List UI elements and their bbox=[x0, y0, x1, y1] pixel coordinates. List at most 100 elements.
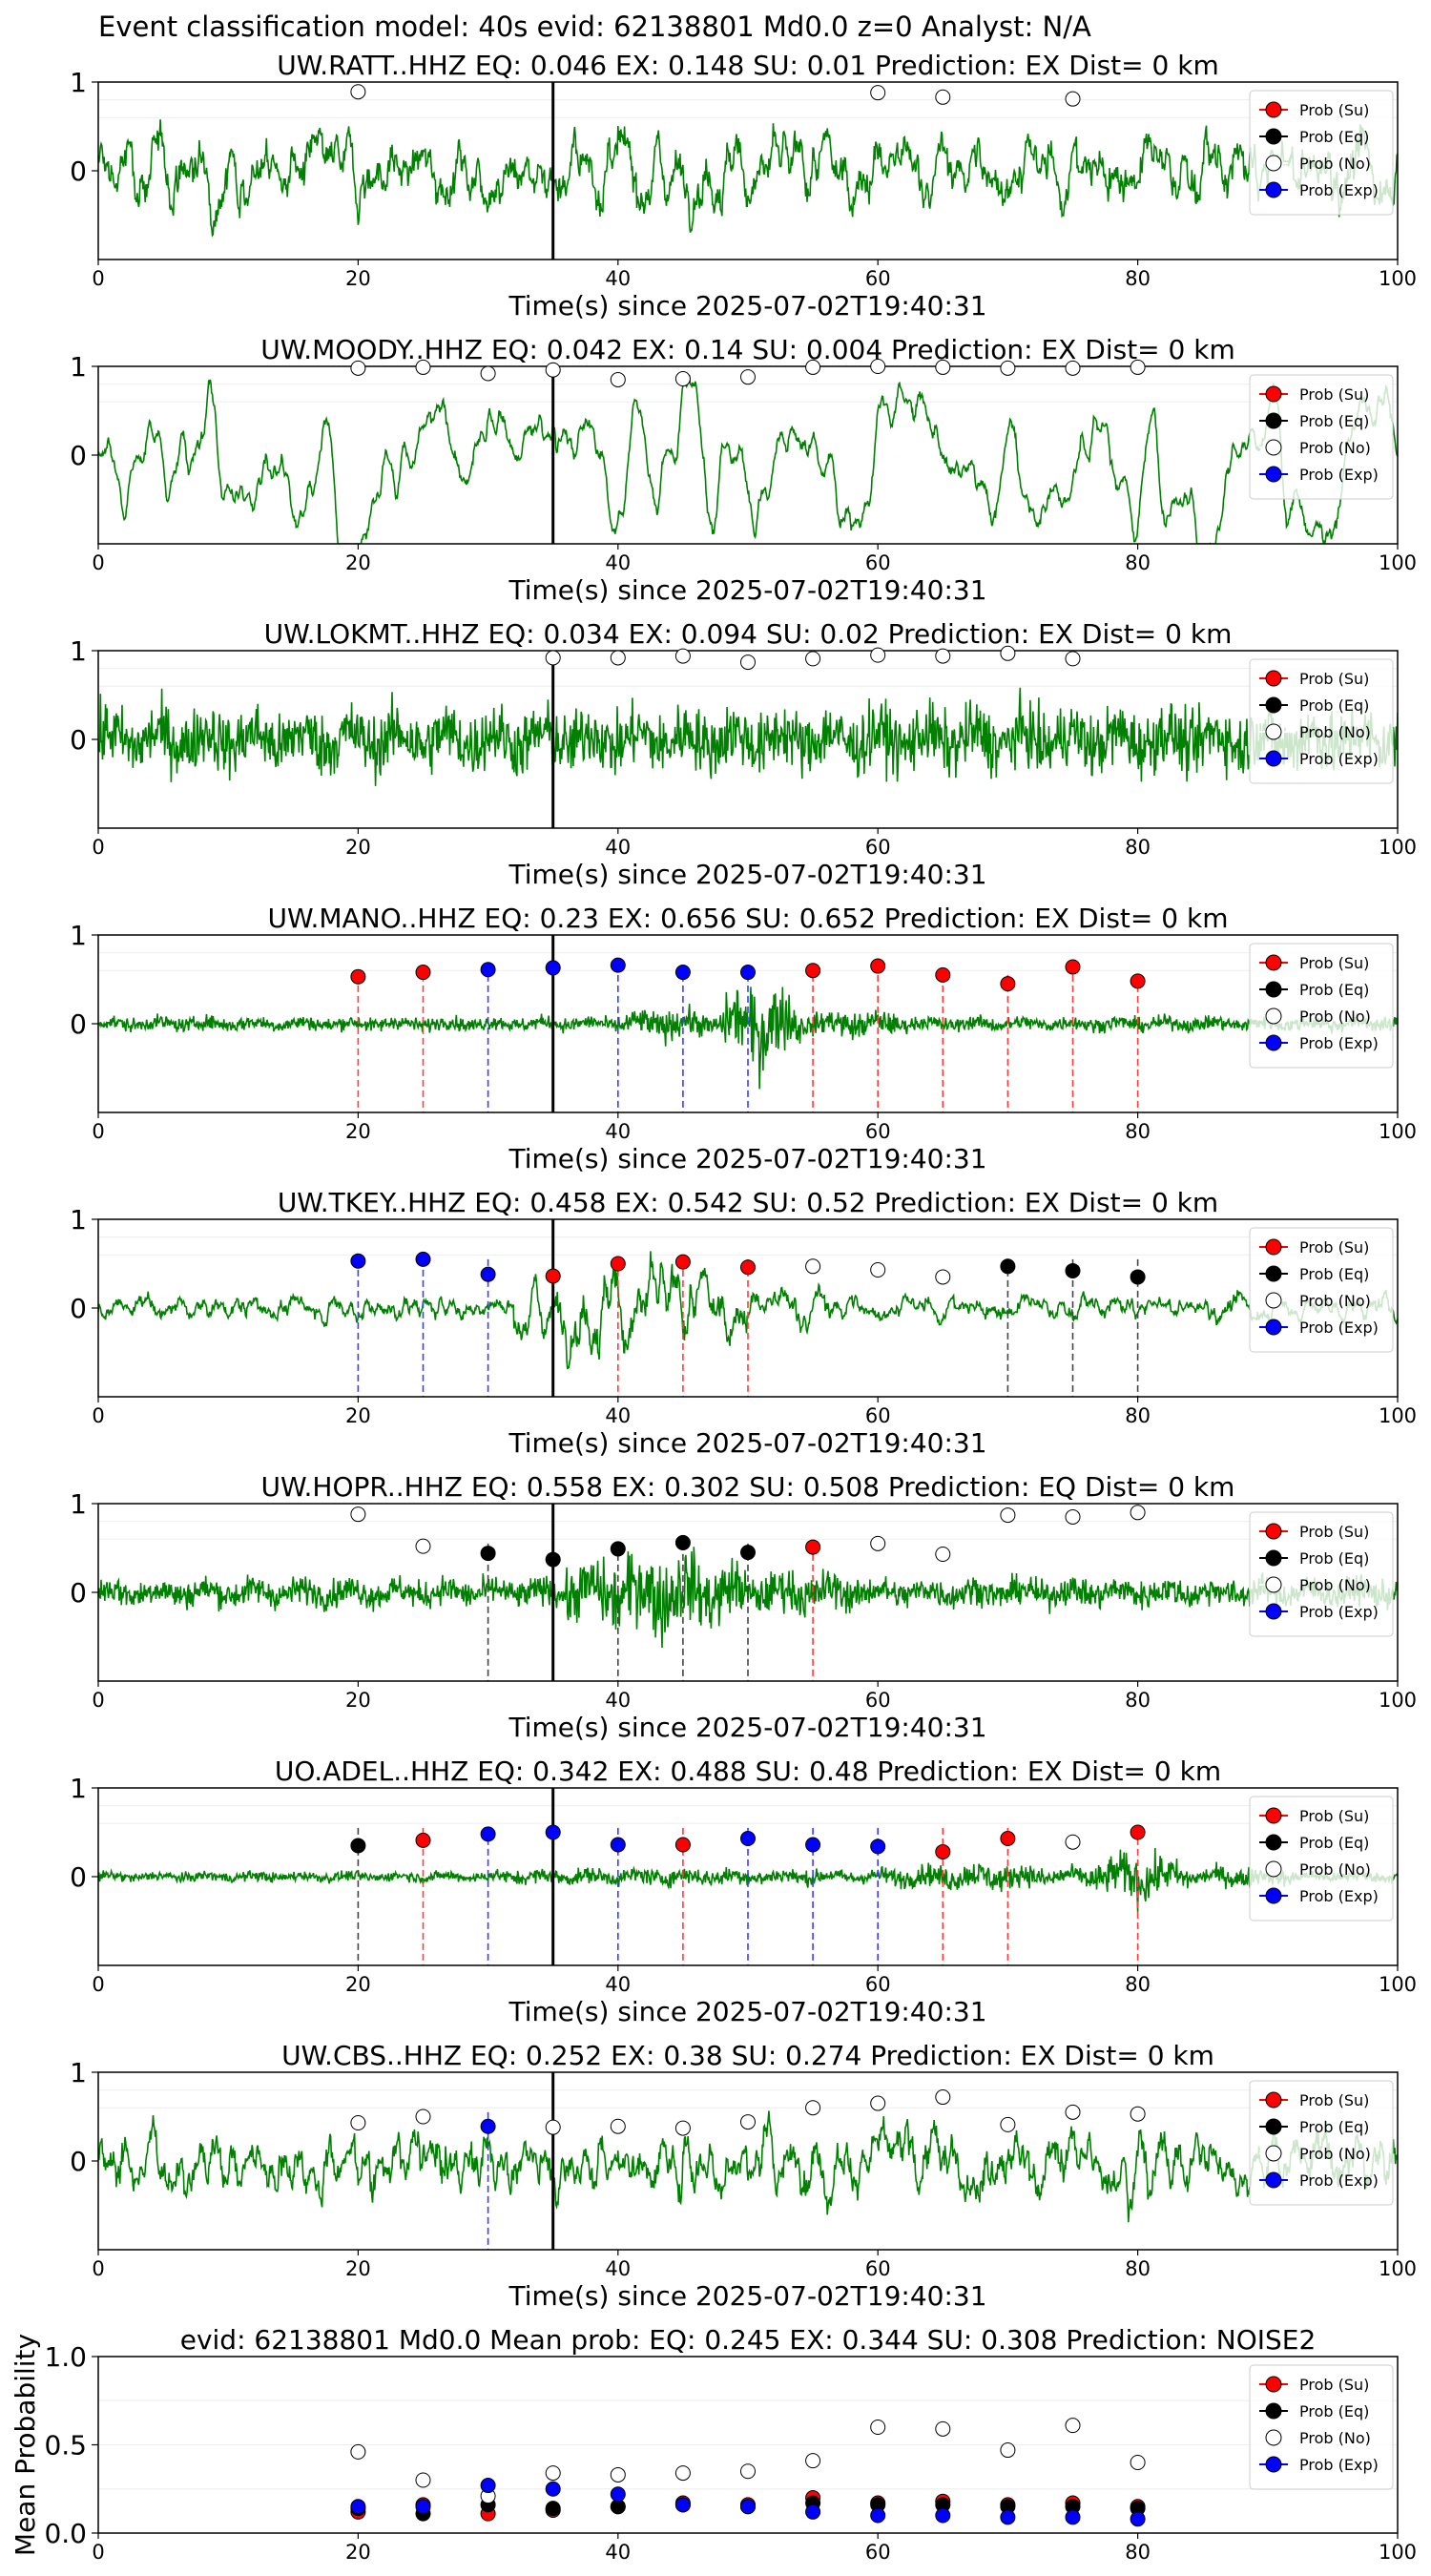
prob-point-su bbox=[740, 1259, 756, 1276]
legend-label-exp: Prob (Exp) bbox=[1299, 1034, 1379, 1052]
panel-title: UW.CBS..HHZ EQ: 0.252 EX: 0.38 SU: 0.274… bbox=[281, 2040, 1214, 2071]
x-tick-label: 0 bbox=[92, 1120, 104, 1143]
mean-point-no bbox=[610, 2466, 626, 2483]
y-tick-label: 0 bbox=[70, 1861, 87, 1893]
legend-marker-exp bbox=[1265, 1603, 1282, 1620]
legend-marker-exp bbox=[1265, 1887, 1282, 1904]
x-tick-label: 60 bbox=[865, 1120, 891, 1143]
prob-point-no bbox=[870, 359, 886, 374]
prob-point-exp bbox=[480, 1826, 496, 1842]
prob-point-exp bbox=[805, 1837, 821, 1853]
prob-point-no bbox=[1065, 651, 1081, 667]
prob-point-no bbox=[1130, 2106, 1146, 2122]
x-axis-label: Time(s) since 2025-07-02T19:40:31 bbox=[508, 290, 986, 322]
legend-box bbox=[1249, 658, 1394, 784]
x-tick-label: 100 bbox=[1379, 267, 1417, 290]
legend-label-eq: Prob (Eq) bbox=[1299, 696, 1369, 715]
x-tick-label: 20 bbox=[345, 1689, 371, 1712]
legend-label-no: Prob (No) bbox=[1299, 439, 1371, 457]
y-tick-label: 0 bbox=[70, 1577, 87, 1609]
seismogram-trace bbox=[98, 119, 1398, 238]
prob-point-eq bbox=[740, 1545, 756, 1561]
x-tick-label: 60 bbox=[865, 836, 891, 859]
x-tick-label: 80 bbox=[1125, 267, 1151, 290]
prob-point-no bbox=[1130, 359, 1146, 375]
x-tick-label: 40 bbox=[605, 267, 631, 290]
prob-point-no bbox=[415, 2109, 431, 2125]
prob-point-no bbox=[740, 369, 756, 385]
panels: UW.RATT..HHZ EQ: 0.046 EX: 0.148 SU: 0.0… bbox=[10, 50, 1417, 2564]
seismogram-trace bbox=[98, 375, 1398, 544]
legend-label-exp: Prob (Exp) bbox=[1299, 466, 1379, 484]
x-tick-label: 40 bbox=[605, 836, 631, 859]
prob-point-no bbox=[935, 648, 951, 664]
prob-point-no bbox=[870, 1535, 886, 1551]
y-tick-label: 0 bbox=[70, 156, 87, 187]
x-tick-label: 60 bbox=[865, 1404, 891, 1427]
x-tick-label: 0 bbox=[92, 2541, 104, 2564]
prob-point-no bbox=[545, 2119, 561, 2135]
legend-marker-exp bbox=[1265, 466, 1282, 483]
x-axis-label: Time(s) since 2025-07-02T19:40:31 bbox=[508, 1712, 986, 1743]
mean-point-no bbox=[1000, 2442, 1016, 2459]
legend-label-su: Prob (Su) bbox=[1299, 1238, 1369, 1257]
legend-marker-eq bbox=[1265, 1549, 1282, 1567]
prob-point-no bbox=[805, 2100, 821, 2116]
mean-point-no bbox=[740, 2463, 756, 2480]
mean-point-exp bbox=[805, 2503, 821, 2520]
legend-marker-eq bbox=[1265, 981, 1282, 998]
x-tick-label: 100 bbox=[1379, 1404, 1417, 1427]
x-tick-label: 20 bbox=[345, 2257, 371, 2280]
prob-point-no bbox=[870, 1262, 886, 1278]
prob-point-no bbox=[674, 371, 691, 387]
legend-marker-su bbox=[1265, 1523, 1282, 1540]
legend-marker-exp bbox=[1265, 181, 1282, 198]
x-tick-label: 40 bbox=[605, 1404, 631, 1427]
legend-label-exp: Prob (Exp) bbox=[1299, 181, 1379, 199]
x-tick-label: 60 bbox=[865, 2257, 891, 2280]
legend-label-no: Prob (No) bbox=[1299, 2145, 1371, 2163]
prob-point-no bbox=[1000, 2116, 1016, 2132]
mean-point-no bbox=[350, 2443, 366, 2460]
prob-point-no bbox=[480, 365, 496, 382]
mean-point-eq bbox=[545, 2501, 561, 2517]
legend-label-no: Prob (No) bbox=[1299, 1576, 1371, 1594]
legend-marker-su bbox=[1265, 2376, 1282, 2393]
legend-box bbox=[1249, 1796, 1394, 1922]
prob-point-exp bbox=[480, 2118, 496, 2134]
legend-label-su: Prob (Su) bbox=[1299, 670, 1369, 688]
axes-frame bbox=[97, 2071, 1399, 2251]
y-tick-label: 0 bbox=[70, 440, 87, 471]
x-tick-label: 0 bbox=[92, 1973, 104, 1996]
panel-title: UW.RATT..HHZ EQ: 0.046 EX: 0.148 SU: 0.0… bbox=[277, 50, 1218, 81]
prob-point-no bbox=[1065, 1834, 1081, 1850]
prob-point-exp bbox=[870, 1839, 886, 1855]
x-tick-label: 40 bbox=[605, 1973, 631, 1996]
legend-box bbox=[1249, 1227, 1394, 1353]
legend-label-su: Prob (Su) bbox=[1299, 1523, 1369, 1541]
prob-point-no bbox=[1065, 1508, 1081, 1525]
prob-point-no bbox=[350, 84, 366, 100]
x-axis-label: Time(s) since 2025-07-02T19:40:31 bbox=[508, 859, 986, 890]
legend-label-eq: Prob (Eq) bbox=[1299, 2402, 1369, 2420]
legend-marker-su bbox=[1265, 1238, 1282, 1256]
legend-marker-su bbox=[1265, 2091, 1282, 2109]
y-tick-label: 0 bbox=[70, 1008, 87, 1040]
legend-label-su: Prob (Su) bbox=[1299, 2091, 1369, 2109]
prob-point-su bbox=[415, 1832, 431, 1848]
y-tick-label: 1 bbox=[70, 351, 87, 383]
mean-point-no bbox=[545, 2465, 561, 2482]
panel-7: UO.ADEL..HHZ EQ: 0.342 EX: 0.488 SU: 0.4… bbox=[70, 1755, 1417, 2027]
prob-point-no bbox=[1000, 645, 1016, 661]
legend-marker-no bbox=[1265, 1008, 1282, 1025]
mean-point-exp bbox=[740, 2499, 756, 2515]
x-axis-label: Time(s) since 2025-07-02T19:40:31 bbox=[508, 1996, 986, 2027]
seismogram-trace bbox=[98, 687, 1398, 786]
panel-title: UW.HOPR..HHZ EQ: 0.558 EX: 0.302 SU: 0.5… bbox=[261, 1471, 1235, 1503]
prob-point-no bbox=[1130, 1505, 1146, 1521]
x-tick-label: 40 bbox=[605, 551, 631, 574]
legend-label-no: Prob (No) bbox=[1299, 723, 1371, 741]
legend-marker-no bbox=[1265, 2429, 1282, 2446]
prob-point-exp bbox=[674, 965, 691, 981]
x-tick-label: 60 bbox=[865, 267, 891, 290]
